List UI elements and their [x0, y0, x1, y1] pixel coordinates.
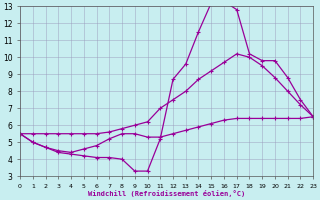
X-axis label: Windchill (Refroidissement éolien,°C): Windchill (Refroidissement éolien,°C)	[88, 190, 245, 197]
